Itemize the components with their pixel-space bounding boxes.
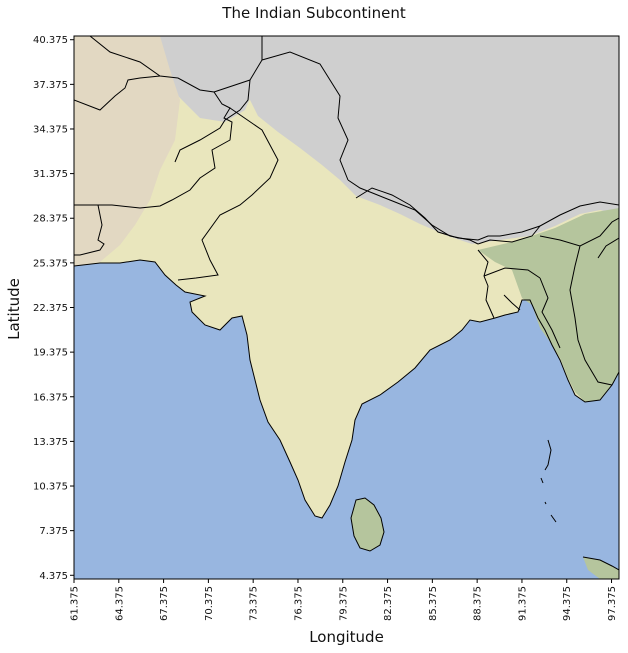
x-axis: 61.375 64.375 67.375 70.375 73.375 76.375 79.3… <box>70 579 618 621</box>
y-tick-label: 13.375 <box>33 437 68 448</box>
hindu-kush-terrain <box>150 36 260 122</box>
x-tick-label: 73.375 <box>249 586 260 621</box>
y-tick-label: 22.375 <box>33 303 68 314</box>
x-axis-label: Longitude <box>309 628 384 646</box>
y-tick-label: 4.375 <box>39 571 68 582</box>
y-tick-label: 28.375 <box>33 214 68 225</box>
y-axis: 40.375 37.375 34.375 31.375 28.375 25.375 22.3… <box>33 35 74 582</box>
y-tick-label: 31.375 <box>33 169 68 180</box>
x-tick-label: 97.375 <box>607 586 618 621</box>
y-tick-label: 7.375 <box>39 526 68 537</box>
country-borders <box>74 36 619 571</box>
y-tick-label: 16.375 <box>33 392 68 403</box>
y-tick-label: 10.375 <box>33 482 68 493</box>
map-title: The Indian Subcontinent <box>222 4 406 22</box>
himalaya-tibet-terrain <box>248 36 619 244</box>
sumatra-tip <box>583 557 619 579</box>
x-tick-label: 64.375 <box>114 586 125 621</box>
x-tick-label: 61.375 <box>70 586 81 621</box>
x-tick-label: 79.375 <box>338 586 349 621</box>
sri-lanka-island <box>351 498 384 551</box>
y-tick-label: 34.375 <box>33 124 68 135</box>
y-tick-label: 19.375 <box>33 348 68 359</box>
y-axis-label: Latitude <box>5 278 23 340</box>
y-tick-label: 37.375 <box>33 80 68 91</box>
x-tick-label: 85.375 <box>428 586 439 621</box>
western-desert-terrain <box>74 36 180 266</box>
y-tick-label: 40.375 <box>33 35 68 46</box>
x-tick-label: 70.375 <box>204 586 215 621</box>
x-tick-label: 94.375 <box>562 586 573 621</box>
x-tick-label: 76.375 <box>293 586 304 621</box>
x-tick-label: 88.375 <box>473 586 484 621</box>
northeast-forest-terrain <box>478 208 619 402</box>
x-tick-label: 91.375 <box>517 586 528 621</box>
x-tick-label: 67.375 <box>159 586 170 621</box>
y-tick-label: 25.375 <box>33 258 68 269</box>
x-tick-label: 82.375 <box>383 586 394 621</box>
